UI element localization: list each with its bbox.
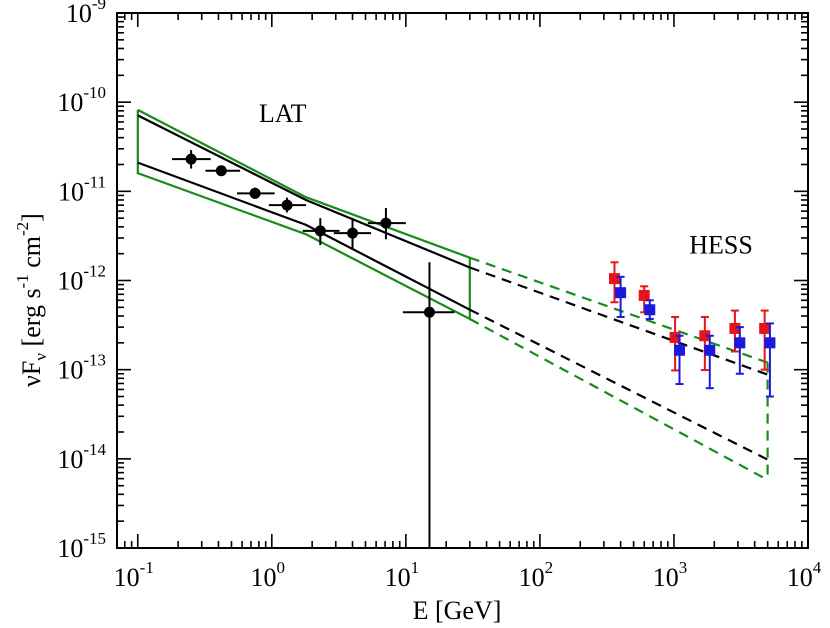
y-label-close: ] [17, 213, 46, 222]
marker-circle [215, 165, 227, 177]
marker-circle [314, 225, 326, 237]
black-upper-solid [137, 114, 471, 269]
model-lines-layer [136, 108, 769, 481]
hess-point-2-0 [615, 275, 627, 318]
marker-circle [185, 153, 197, 165]
marker-square [644, 304, 656, 316]
y-label-main: νF [17, 361, 46, 387]
lat-point-0-3 [268, 197, 307, 213]
lat-point-0-7 [402, 262, 455, 548]
y-tick-label: 10-15 [57, 529, 106, 563]
x-tick-label: 100 [251, 558, 286, 592]
black-upper-dashed [469, 266, 768, 376]
y-tick-label: 10-14 [57, 440, 106, 474]
hess-point-2-4 [734, 326, 746, 375]
marker-circle [249, 187, 261, 199]
tick-labels-layer: 10-1 100 101 102 103 104 10-15 10-14 10-13 10-12 1… [57, 0, 821, 592]
marker-circle [423, 306, 435, 318]
green-upper-dashed [469, 256, 768, 364]
y-label-open: [erg s [17, 288, 46, 353]
x-tick-label: 103 [653, 558, 688, 592]
marker-square [704, 344, 716, 356]
marker-square [608, 273, 620, 285]
marker-circle [380, 217, 392, 229]
hess-point-2-5 [764, 322, 776, 398]
marker-square [764, 337, 776, 349]
annotation-hess: HESS [689, 231, 753, 260]
hess-point-2-2 [674, 334, 686, 386]
black-lower-dashed [469, 308, 769, 461]
green-lower-dashed [469, 318, 769, 481]
ticks-layer [116, 12, 809, 549]
x-tick-label: 101 [385, 558, 420, 592]
y-tick-label: 10-10 [57, 83, 106, 117]
y-label-mid: cm [17, 236, 46, 274]
x-tick-label: 10-1 [114, 558, 154, 592]
lat-point-0-0 [171, 150, 211, 169]
marker-circle [281, 199, 293, 211]
x-axis-label: E [GeV] [413, 596, 502, 625]
black-lower-solid [137, 161, 471, 311]
annotation-lat: LAT [259, 99, 307, 128]
lat-point-0-4 [302, 218, 340, 246]
lat-point-0-2 [237, 187, 275, 199]
y-tick-label: 10-12 [57, 262, 106, 296]
y-label-sub: ν [31, 353, 50, 361]
marker-square [638, 289, 650, 301]
y-axis-label: νFν [erg s-1 cm-2] [13, 213, 50, 387]
plot-frame [116, 12, 809, 549]
marker-square [734, 337, 746, 349]
hess-point-2-3 [704, 334, 716, 390]
marker-square [669, 331, 681, 343]
lat-point-0-6 [367, 208, 406, 240]
marker-square [615, 287, 627, 299]
hess-point-2-1 [644, 299, 656, 321]
y-tick-label: 10-13 [57, 351, 106, 385]
marker-square [729, 322, 741, 334]
marker-square [699, 330, 711, 342]
y-label-exp1: -1 [13, 274, 32, 288]
x-tick-label: 102 [519, 558, 554, 592]
hess-point-1-0 [608, 261, 620, 304]
lat-point-0-1 [205, 165, 241, 177]
marker-square [674, 344, 686, 356]
y-tick-label: 10-11 [58, 172, 106, 206]
marker-square [759, 322, 771, 334]
x-tick-label: 104 [787, 558, 822, 592]
hess-point-1-2 [669, 315, 681, 372]
data-points-layer [171, 150, 776, 548]
hess-point-1-3 [699, 315, 711, 372]
y-label-exp2: -2 [13, 222, 32, 236]
marker-circle [347, 227, 359, 239]
y-tick-label: 10-9 [66, 0, 106, 28]
lat-point-0-5 [333, 218, 372, 249]
